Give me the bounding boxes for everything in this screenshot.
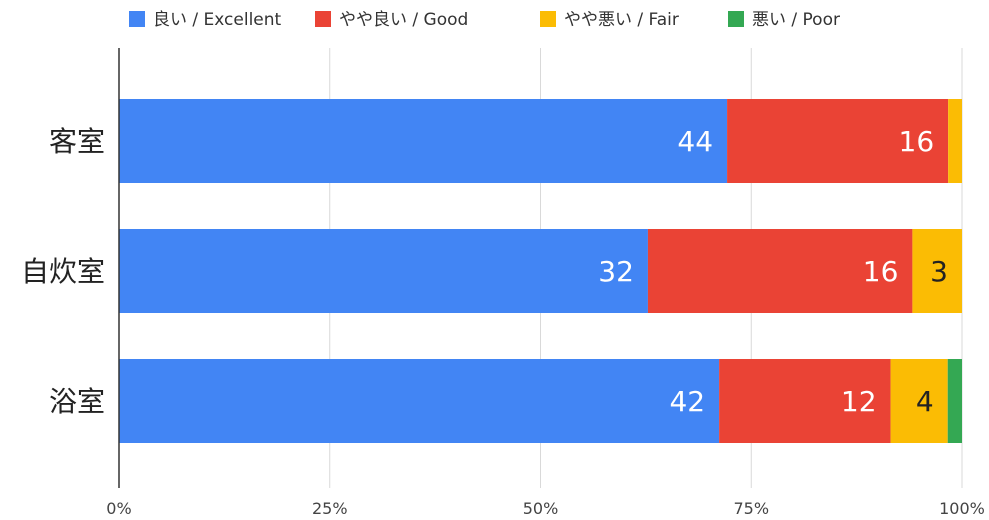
category-label: 浴室: [49, 385, 105, 418]
bar-segment: [719, 359, 891, 443]
data-label: 32: [598, 255, 634, 288]
bars: [119, 99, 962, 443]
category-label: 自炊室: [21, 255, 105, 288]
x-tick-label: 75%: [733, 499, 769, 518]
data-label: 4: [916, 385, 934, 418]
bar-segment: [948, 99, 962, 183]
legend-swatch: [129, 11, 145, 27]
bar-segment: [890, 359, 948, 443]
bar-segment: [119, 359, 720, 443]
legend-swatch: [728, 11, 744, 27]
data-label: 16: [863, 255, 899, 288]
x-tick-labels: 0% 25% 50% 75% 100%: [106, 499, 985, 518]
bar-segment: [647, 229, 913, 313]
data-label: 16: [899, 125, 935, 158]
x-tick-label: 50%: [523, 499, 559, 518]
data-label: 12: [841, 385, 877, 418]
bar-segment: [119, 99, 728, 183]
data-label: 42: [669, 385, 705, 418]
legend-label: やや良い / Good: [339, 10, 468, 30]
data-labels: 44 16 32 16 3 42 12 4: [598, 125, 948, 418]
legend: 良い / Excellent やや良い / Good やや悪い / Fair 悪い /…: [129, 10, 840, 30]
legend-label: 良い / Excellent: [153, 10, 282, 30]
bar-segment: [947, 359, 962, 443]
legend-swatch: [540, 11, 556, 27]
x-tick-label: 100%: [939, 499, 985, 518]
bar-segment: [912, 229, 962, 313]
legend-label: やや悪い / Fair: [564, 10, 679, 30]
legend-label: 悪い / Poor: [752, 10, 840, 30]
x-tick-label: 25%: [312, 499, 348, 518]
legend-swatch: [315, 11, 331, 27]
x-tick-label: 0%: [106, 499, 131, 518]
bar-segment: [119, 229, 648, 313]
bar-segment: [727, 99, 949, 183]
data-label: 44: [677, 125, 713, 158]
category-label: 客室: [49, 125, 105, 158]
data-label: 3: [930, 255, 948, 288]
